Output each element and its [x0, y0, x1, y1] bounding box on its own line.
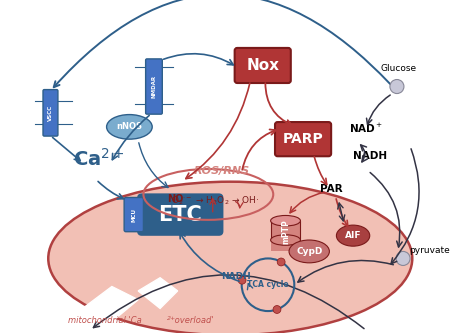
Circle shape: [396, 251, 410, 265]
Text: mPTP: mPTP: [281, 219, 290, 244]
Text: Ca$^{2+}$: Ca$^{2+}$: [73, 149, 124, 170]
Text: PAR: PAR: [320, 184, 342, 194]
Circle shape: [238, 276, 246, 284]
Text: AIF: AIF: [345, 231, 361, 240]
Text: VSCC: VSCC: [48, 105, 53, 121]
Ellipse shape: [337, 225, 370, 246]
Text: NO: NO: [167, 194, 183, 204]
Ellipse shape: [271, 215, 301, 226]
Polygon shape: [138, 278, 178, 308]
FancyBboxPatch shape: [271, 221, 301, 251]
Ellipse shape: [48, 182, 412, 333]
FancyBboxPatch shape: [138, 194, 222, 235]
Text: NMDAR: NMDAR: [152, 75, 156, 98]
Circle shape: [277, 258, 285, 266]
Text: MCU: MCU: [131, 207, 137, 221]
Polygon shape: [77, 286, 138, 322]
Text: mitochondrial 'Ca: mitochondrial 'Ca: [68, 316, 142, 325]
Circle shape: [390, 80, 404, 94]
Text: CypD: CypD: [296, 247, 322, 256]
Text: 2+: 2+: [167, 316, 176, 321]
Text: overload': overload': [173, 316, 214, 325]
Circle shape: [273, 306, 281, 313]
Text: nNOS: nNOS: [117, 122, 142, 132]
FancyBboxPatch shape: [275, 122, 331, 156]
Text: pyruvate: pyruvate: [409, 246, 450, 255]
Text: TCA cycle: TCA cycle: [247, 280, 289, 289]
Text: NAD$^+$: NAD$^+$: [349, 122, 383, 135]
Ellipse shape: [289, 240, 329, 263]
Ellipse shape: [271, 235, 301, 245]
Text: Glucose: Glucose: [381, 64, 417, 73]
Text: NADH: NADH: [353, 151, 387, 161]
FancyBboxPatch shape: [43, 90, 58, 136]
FancyBboxPatch shape: [235, 48, 291, 83]
Text: ROS/RNS: ROS/RNS: [193, 166, 250, 176]
FancyBboxPatch shape: [146, 59, 162, 114]
Ellipse shape: [107, 115, 152, 139]
Text: ETC: ETC: [158, 204, 202, 224]
Text: NADH: NADH: [221, 272, 251, 281]
Text: Nox: Nox: [246, 58, 279, 73]
Text: PARP: PARP: [283, 132, 323, 146]
FancyBboxPatch shape: [124, 197, 144, 232]
Text: O$_2$$^{·-}$ → H$_2$O$_2$ → OH·: O$_2$$^{·-}$ → H$_2$O$_2$ → OH·: [171, 194, 259, 207]
